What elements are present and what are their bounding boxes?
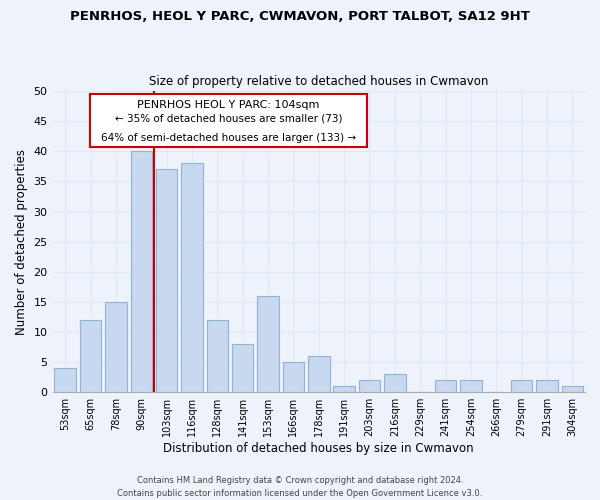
Text: 64% of semi-detached houses are larger (133) →: 64% of semi-detached houses are larger (… — [101, 134, 356, 143]
Bar — [206, 320, 228, 392]
Title: Size of property relative to detached houses in Cwmavon: Size of property relative to detached ho… — [149, 76, 488, 88]
Bar — [156, 170, 178, 392]
Text: PENRHOS, HEOL Y PARC, CWMAVON, PORT TALBOT, SA12 9HT: PENRHOS, HEOL Y PARC, CWMAVON, PORT TALB… — [70, 10, 530, 23]
Bar — [435, 380, 457, 392]
Bar — [384, 374, 406, 392]
FancyBboxPatch shape — [90, 94, 367, 147]
X-axis label: Distribution of detached houses by size in Cwmavon: Distribution of detached houses by size … — [163, 442, 474, 455]
Text: ← 35% of detached houses are smaller (73): ← 35% of detached houses are smaller (73… — [115, 114, 342, 124]
Bar — [181, 164, 203, 392]
Bar — [562, 386, 583, 392]
Bar — [55, 368, 76, 392]
Bar — [334, 386, 355, 392]
Bar — [511, 380, 532, 392]
Bar — [105, 302, 127, 392]
Text: Contains HM Land Registry data © Crown copyright and database right 2024.
Contai: Contains HM Land Registry data © Crown c… — [118, 476, 482, 498]
Bar — [308, 356, 329, 392]
Bar — [283, 362, 304, 392]
Bar — [536, 380, 558, 392]
Bar — [131, 152, 152, 392]
Bar — [460, 380, 482, 392]
Text: PENRHOS HEOL Y PARC: 104sqm: PENRHOS HEOL Y PARC: 104sqm — [137, 100, 319, 110]
Bar — [359, 380, 380, 392]
Bar — [257, 296, 279, 392]
Bar — [80, 320, 101, 392]
Y-axis label: Number of detached properties: Number of detached properties — [15, 148, 28, 334]
Bar — [232, 344, 253, 392]
